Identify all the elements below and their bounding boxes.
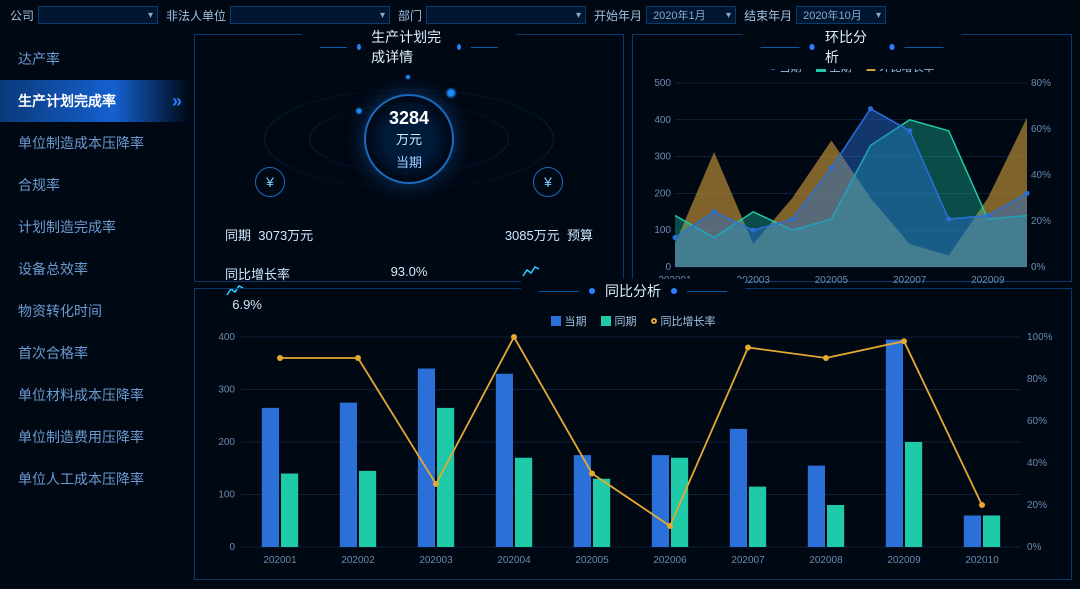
dot-icon [457,44,461,50]
dot-icon [357,44,361,50]
chart-legend: 当期 同期 同比增长率 [205,313,1061,329]
sidebar: 达产率生产计划完成率单位制造成本压降率合规率计划制造完成率设备总效率物资转化时间… [0,30,190,568]
main-layout: 达产率生产计划完成率单位制造成本压降率合规率计划制造完成率设备总效率物资转化时间… [0,30,1080,568]
sidebar-item[interactable]: 物资转化时间 [0,290,190,332]
legend-growth: 同比增长率 [651,313,716,329]
svg-text:202007: 202007 [731,555,765,566]
svg-text:202005: 202005 [815,275,849,286]
svg-text:202001: 202001 [263,555,297,566]
filter-label: 非法人单位 [166,7,226,24]
svg-text:80%: 80% [1027,374,1047,385]
bottom-row: 同比分析 当期 同期 同比增长率 01002003004000%20%40%60… [194,288,1072,580]
filter-label: 开始年月 [594,7,642,24]
svg-text:200: 200 [654,188,671,199]
svg-text:202009: 202009 [887,555,921,566]
panel-detail: 生产计划完成详情 ¥ ¥ 3284 万元 当期 [194,34,624,282]
svg-text:202008: 202008 [809,555,843,566]
svg-text:40%: 40% [1031,170,1051,181]
select-company[interactable] [38,6,158,24]
filter-company: 公司 [10,6,158,24]
legend-prev: 同期 [601,313,637,329]
svg-text:202005: 202005 [575,555,609,566]
svg-text:0: 0 [665,262,671,273]
svg-text:60%: 60% [1027,416,1047,427]
select-start-month[interactable]: 2020年1月 [646,6,736,24]
sidebar-item[interactable]: 计划制造完成率 [0,206,190,248]
select-end-month[interactable]: 2020年10月 [796,6,886,24]
svg-text:20%: 20% [1031,216,1051,227]
currency-icon: ¥ [533,167,563,197]
svg-text:0%: 0% [1027,542,1042,553]
filter-label: 部门 [398,7,422,24]
svg-text:80%: 80% [1031,79,1051,89]
planet-icon [405,74,411,80]
svg-text:200: 200 [218,437,235,448]
center-value: 3284 [389,108,429,129]
filter-end: 结束年月 2020年10月 [744,6,886,24]
center-orb: 3284 万元 当期 [364,94,454,184]
panel-title-text: 环比分析 [825,27,879,67]
svg-text:300: 300 [218,385,235,396]
center-unit: 万元 [396,129,422,148]
svg-text:20%: 20% [1027,500,1047,511]
dot-icon [889,44,895,50]
svg-text:202007: 202007 [893,275,927,286]
dot-icon [809,44,815,50]
mom-chart: 01002003004005000%20%40%60%80%2020012020… [643,79,1061,291]
sidebar-item[interactable]: 单位人工成本压降率 [0,458,190,500]
svg-text:202002: 202002 [341,555,375,566]
budget-label: 3085万元 预算 [505,225,593,244]
sidebar-item[interactable]: 单位制造成本压降率 [0,122,190,164]
svg-text:40%: 40% [1027,458,1047,469]
svg-text:400: 400 [218,333,235,343]
yoy-chart: 0 100 200 300 400 0% 20% 40% 60% 80% 100% 202001 202… [205,333,1061,589]
svg-text:400: 400 [654,115,671,126]
orb-visual: ¥ ¥ 3284 万元 当期 [205,59,613,219]
top-row: 生产计划完成详情 ¥ ¥ 3284 万元 当期 [194,34,1072,282]
sidebar-item[interactable]: 达产率 [0,38,190,80]
detail-row-values: 同期 3073万元 3085万元 预算 [205,225,613,244]
svg-text:100: 100 [218,490,235,501]
svg-text:202010: 202010 [965,555,999,566]
sidebar-item[interactable]: 单位制造费用压降率 [0,416,190,458]
planet-icon [355,107,363,115]
panel-title: 环比分析 [743,25,962,69]
filter-label: 公司 [10,7,34,24]
select-dept[interactable] [426,6,586,24]
svg-text:0: 0 [229,542,235,553]
svg-text:202006: 202006 [653,555,687,566]
svg-text:60%: 60% [1031,124,1051,135]
sidebar-item[interactable]: 设备总效率 [0,248,190,290]
filter-label: 结束年月 [744,7,792,24]
select-unit[interactable] [230,6,390,24]
sidebar-item[interactable]: 合规率 [0,164,190,206]
svg-text:202004: 202004 [497,555,531,566]
planet-icon [445,87,457,99]
filter-unit: 非法人单位 [166,6,390,24]
panel-title: 同比分析 [521,279,745,303]
dot-icon [589,288,595,294]
sidebar-item[interactable]: 生产计划完成率 [0,80,190,122]
svg-text:100%: 100% [1027,333,1053,343]
content: 生产计划完成详情 ¥ ¥ 3284 万元 当期 [190,30,1080,568]
center-period: 当期 [396,152,422,171]
filter-start: 开始年月 2020年1月 [594,6,736,24]
legend-current: 当期 [551,313,587,329]
panel-mom-analysis: 环比分析 当期 上期 环比增长率 01002003004005000%20%40… [632,34,1072,282]
filter-dept: 部门 [398,6,586,24]
currency-icon: ¥ [255,167,285,197]
same-period-label: 同期 3073万元 [225,225,313,244]
svg-text:202009: 202009 [971,275,1005,286]
svg-text:0%: 0% [1031,262,1046,273]
svg-text:300: 300 [654,152,671,163]
panel-title-text: 同比分析 [605,281,661,301]
svg-text:202003: 202003 [419,555,453,566]
dot-icon [671,288,677,294]
panel-yoy-analysis: 同比分析 当期 同期 同比增长率 01002003004000%20%40%60… [194,288,1072,580]
svg-text:500: 500 [654,79,671,89]
sidebar-item[interactable]: 首次合格率 [0,332,190,374]
svg-text:100: 100 [654,225,671,236]
sidebar-item[interactable]: 单位材料成本压降率 [0,374,190,416]
